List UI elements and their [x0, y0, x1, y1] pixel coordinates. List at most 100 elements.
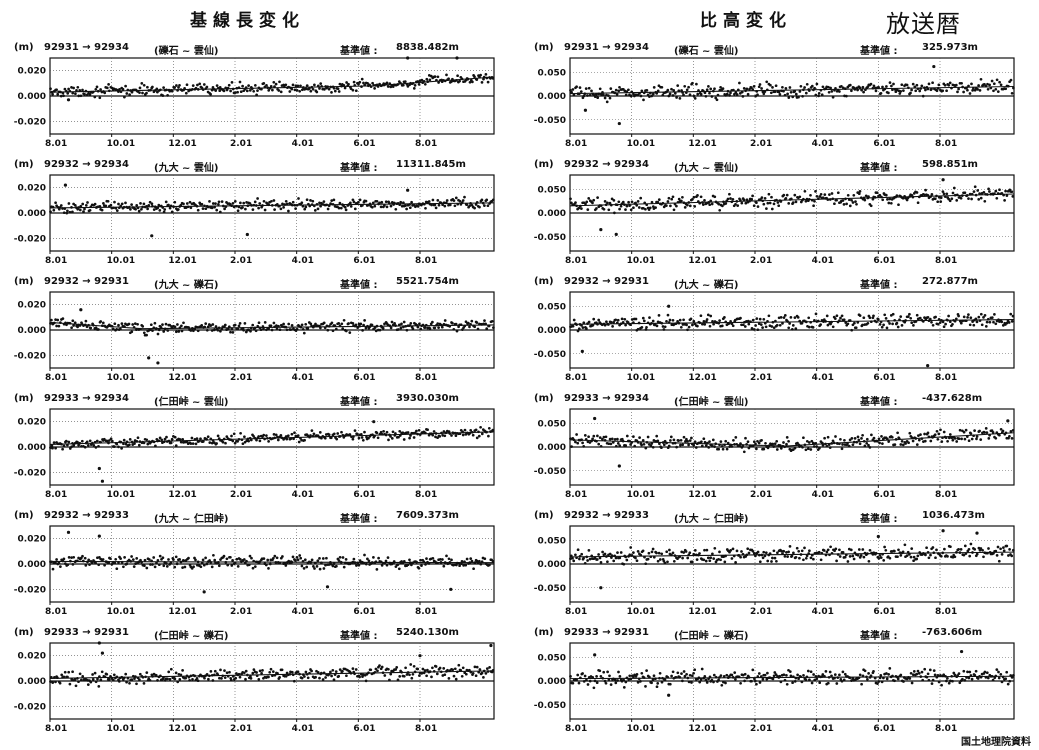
data-point	[223, 207, 226, 211]
data-point	[487, 426, 491, 430]
x-tick-label: 8.01	[565, 256, 587, 266]
outlier-point	[926, 364, 930, 368]
outlier-point	[79, 308, 83, 312]
data-point	[699, 195, 703, 199]
station-route: 92932 → 92931	[44, 276, 129, 287]
data-point	[79, 678, 83, 682]
data-point	[373, 87, 376, 90]
data-point	[105, 672, 109, 676]
data-point	[135, 203, 139, 207]
data-point	[857, 438, 861, 442]
data-point	[801, 94, 804, 98]
data-point	[663, 678, 667, 682]
data-point	[202, 83, 206, 86]
data-point	[938, 321, 942, 324]
unit-label: (m)	[534, 159, 554, 170]
data-point	[618, 556, 622, 560]
data-point	[614, 88, 618, 92]
data-point	[93, 671, 97, 675]
outlier-point	[583, 108, 588, 112]
data-point	[81, 675, 85, 678]
data-point	[915, 83, 919, 87]
data-point	[380, 200, 384, 204]
data-point	[330, 674, 333, 678]
data-point	[343, 86, 347, 90]
data-point	[229, 89, 232, 93]
data-point	[70, 445, 73, 449]
data-point	[602, 670, 606, 674]
data-point	[201, 558, 205, 562]
data-point	[290, 87, 294, 91]
data-point	[766, 446, 770, 450]
data-point	[959, 196, 963, 200]
right-panel-1: (m) 92931 → 92934 (礫石 ~ 雲仙) 基準値 :325.973m 8.…	[526, 40, 1015, 152]
data-point	[462, 564, 465, 567]
data-point	[175, 562, 179, 566]
data-point	[468, 80, 472, 84]
data-point	[763, 673, 767, 677]
data-point	[957, 672, 961, 675]
data-point	[201, 207, 205, 210]
data-point	[305, 84, 309, 87]
data-point	[936, 674, 940, 677]
data-point	[955, 440, 959, 443]
data-point	[704, 559, 708, 563]
data-point	[370, 205, 374, 209]
data-point	[923, 667, 927, 671]
data-point	[63, 562, 67, 565]
data-point	[588, 557, 592, 561]
data-point	[621, 200, 625, 204]
data-point	[709, 199, 713, 203]
data-point	[634, 675, 638, 678]
data-point	[191, 84, 195, 87]
data-point	[742, 450, 746, 454]
data-point	[84, 564, 88, 567]
x-tick-label: 6.01	[873, 490, 895, 500]
data-point	[342, 436, 346, 439]
data-point	[901, 443, 905, 447]
data-point	[442, 322, 446, 326]
data-point	[199, 437, 202, 441]
data-point	[957, 314, 960, 318]
data-point	[994, 436, 998, 440]
data-point	[292, 679, 296, 683]
data-point	[190, 436, 194, 440]
station-names: (九大 ~ 雲仙)	[154, 163, 219, 174]
data-point	[251, 566, 255, 570]
data-point	[995, 196, 999, 200]
data-point	[861, 433, 864, 437]
data-point	[863, 444, 867, 448]
data-point	[678, 318, 682, 322]
data-point	[594, 93, 598, 96]
data-point	[117, 445, 120, 449]
data-point	[751, 318, 755, 322]
data-point	[67, 440, 71, 444]
data-point	[776, 201, 780, 204]
station-route: 92932 → 92933	[564, 510, 649, 521]
data-point	[296, 434, 300, 437]
data-point	[983, 431, 986, 434]
x-tick-label: 4.01	[812, 724, 834, 734]
source-credit: 国土地理院資料	[961, 737, 1031, 748]
data-point	[719, 440, 723, 443]
data-point	[160, 438, 164, 442]
data-point	[751, 668, 755, 672]
data-point	[616, 679, 619, 682]
data-point	[772, 674, 776, 678]
data-point	[612, 559, 616, 563]
y-tick-label: 0.000	[18, 209, 46, 219]
data-point	[571, 324, 575, 328]
data-point	[660, 85, 664, 89]
data-point	[332, 562, 336, 566]
data-point	[54, 201, 57, 205]
data-point	[377, 556, 380, 560]
data-point	[840, 314, 844, 318]
data-point	[443, 673, 447, 677]
data-point	[805, 82, 809, 86]
data-point	[992, 89, 995, 93]
data-point	[995, 668, 999, 671]
data-point	[474, 203, 478, 206]
data-point	[681, 556, 684, 560]
data-point	[135, 557, 139, 560]
data-point	[196, 329, 200, 333]
